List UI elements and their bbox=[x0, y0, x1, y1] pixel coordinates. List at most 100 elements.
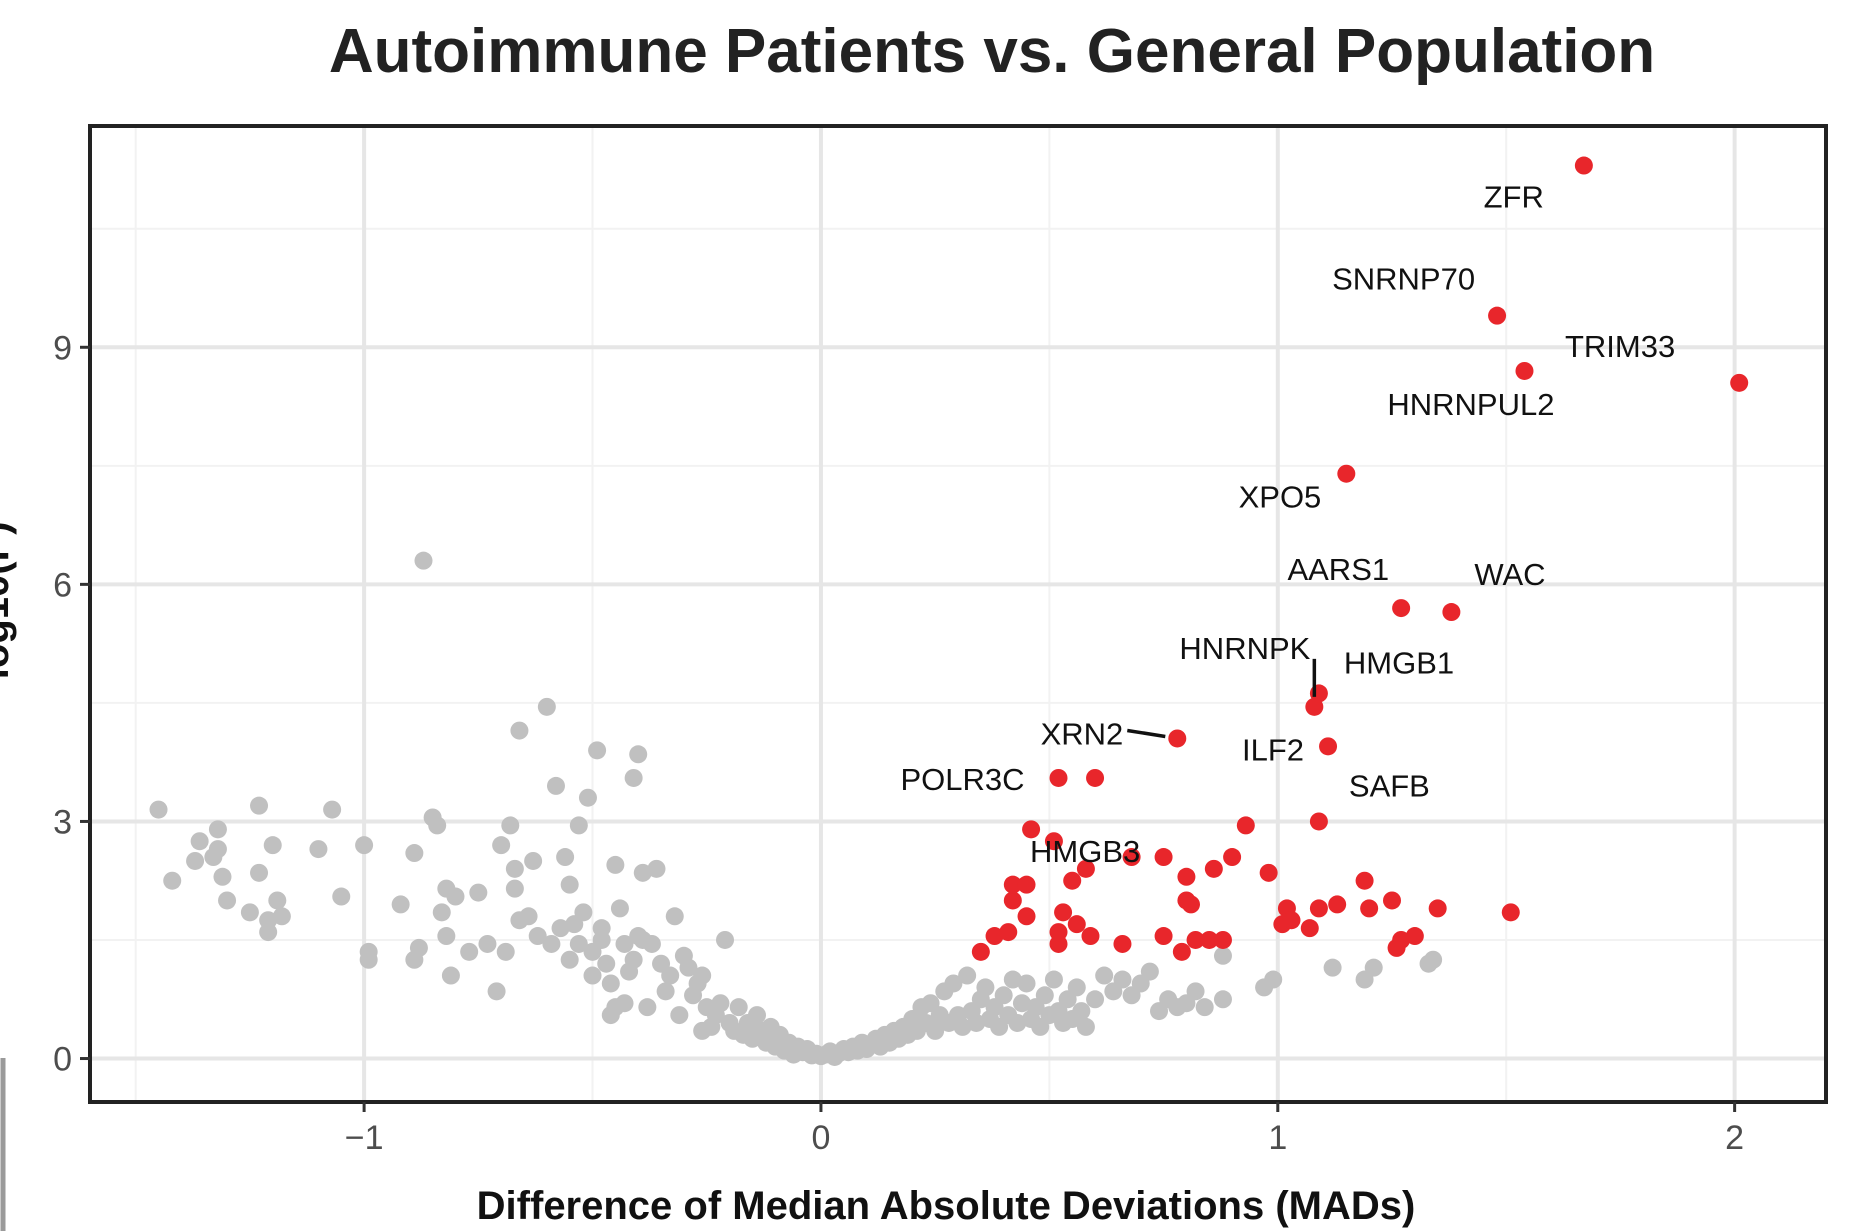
data-point-significant bbox=[1044, 832, 1063, 851]
gene-label: XRN2 bbox=[1041, 716, 1124, 751]
data-point-nonsignificant bbox=[638, 998, 657, 1017]
data-point-nonsignificant bbox=[149, 800, 168, 819]
data-point-nonsignificant bbox=[926, 1021, 945, 1040]
gene-label: HMGB3 bbox=[1030, 834, 1140, 869]
data-point-nonsignificant bbox=[359, 950, 378, 969]
data-point-nonsignificant bbox=[633, 863, 652, 882]
data-point-significant bbox=[1259, 863, 1278, 882]
data-point-nonsignificant bbox=[1017, 974, 1036, 993]
data-point-nonsignificant bbox=[391, 895, 410, 914]
data-point-nonsignificant bbox=[560, 875, 579, 894]
data-point-nonsignificant bbox=[1067, 978, 1086, 997]
gene-label: SNRNP70 bbox=[1332, 262, 1475, 297]
data-point-nonsignificant bbox=[478, 934, 497, 953]
data-point-nonsignificant bbox=[661, 966, 680, 985]
data-point-nonsignificant bbox=[958, 966, 977, 985]
data-point-labeled bbox=[1337, 464, 1356, 483]
data-point-labeled bbox=[1515, 361, 1534, 380]
data-point-nonsignificant bbox=[250, 796, 269, 815]
data-point-nonsignificant bbox=[716, 930, 735, 949]
gene-label: HNRNPUL2 bbox=[1387, 387, 1554, 422]
data-point-nonsignificant bbox=[679, 958, 698, 977]
data-point-nonsignificant bbox=[976, 978, 995, 997]
data-point-significant bbox=[1081, 927, 1100, 946]
data-point-nonsignificant bbox=[578, 788, 597, 807]
data-point-labeled bbox=[1049, 768, 1068, 787]
data-point-significant bbox=[1186, 930, 1205, 949]
data-point-nonsignificant bbox=[601, 974, 620, 993]
data-point-nonsignificant bbox=[537, 697, 556, 716]
gene-label: WAC bbox=[1474, 557, 1545, 592]
data-point-nonsignificant bbox=[1323, 958, 1342, 977]
data-point-nonsignificant bbox=[1140, 962, 1159, 981]
data-point-labeled bbox=[1488, 306, 1507, 325]
data-point-nonsignificant bbox=[953, 1017, 972, 1036]
data-point-nonsignificant bbox=[556, 848, 575, 867]
gene-label: POLR3C bbox=[900, 762, 1024, 797]
data-point-nonsignificant bbox=[1003, 970, 1022, 989]
data-point-significant bbox=[1154, 927, 1173, 946]
data-point-nonsignificant bbox=[1424, 950, 1443, 969]
data-point-significant bbox=[1122, 848, 1141, 867]
data-point-nonsignificant bbox=[250, 863, 269, 882]
gene-label: HMGB1 bbox=[1344, 645, 1454, 680]
gene-labels: ZFR SNRNP70 HNRNPUL2 TRIM33 XPO5 AARS1 WAC HNRN… bbox=[900, 180, 1675, 869]
data-point-nonsignificant bbox=[208, 820, 227, 839]
data-point-nonsignificant bbox=[546, 776, 565, 795]
data-point-significant bbox=[1383, 891, 1401, 910]
data-point-significant bbox=[1300, 919, 1319, 938]
data-point-labeled bbox=[1574, 156, 1593, 175]
data-point-significant bbox=[999, 923, 1018, 942]
data-point-nonsignificant bbox=[1086, 990, 1105, 1009]
data-point-significant bbox=[971, 942, 990, 961]
data-point-nonsignificant bbox=[190, 832, 209, 851]
data-point-nonsignificant bbox=[496, 942, 515, 961]
data-point-nonsignificant bbox=[1012, 994, 1031, 1013]
data-point-nonsignificant bbox=[272, 907, 291, 926]
data-point-nonsignificant bbox=[1213, 990, 1232, 1009]
data-point-significant bbox=[1063, 871, 1082, 890]
y-tick-label: 6 bbox=[53, 566, 72, 604]
data-point-nonsignificant bbox=[446, 887, 465, 906]
data-point-labeled bbox=[1392, 599, 1411, 618]
gene-label: XPO5 bbox=[1239, 480, 1322, 515]
data-point-labeled bbox=[1309, 812, 1328, 831]
data-point-nonsignificant bbox=[528, 927, 547, 946]
data-point-nonsignificant bbox=[213, 867, 232, 886]
data-point-significant bbox=[1282, 911, 1301, 930]
data-point-nonsignificant bbox=[487, 982, 506, 1001]
data-point-nonsignificant bbox=[693, 966, 712, 985]
data-point-nonsignificant bbox=[624, 950, 643, 969]
data-point-significant bbox=[1428, 899, 1447, 918]
data-point-nonsignificant bbox=[1113, 970, 1132, 989]
x-tick-label: 2 bbox=[1725, 1119, 1744, 1157]
data-point-significant bbox=[1067, 915, 1086, 934]
data-point-significant bbox=[1017, 907, 1036, 926]
gene-label: SAFB bbox=[1349, 768, 1430, 803]
gene-label: AARS1 bbox=[1287, 552, 1389, 587]
data-point-nonsignificant bbox=[1186, 982, 1205, 1001]
data-point-nonsignificant bbox=[642, 934, 661, 953]
data-point-significant bbox=[1003, 891, 1022, 910]
data-point-nonsignificant bbox=[510, 721, 529, 740]
data-point-significant bbox=[1113, 934, 1132, 953]
data-point-significant bbox=[1003, 875, 1022, 894]
x-axis-title: Difference of Median Absolute Deviations… bbox=[477, 1184, 1416, 1228]
data-point-significant bbox=[1177, 867, 1196, 886]
significant-points bbox=[971, 156, 1749, 961]
data-point-nonsignificant bbox=[569, 816, 588, 835]
data-point-nonsignificant bbox=[218, 891, 237, 910]
grid bbox=[90, 126, 1826, 1102]
data-point-significant bbox=[1355, 871, 1374, 890]
data-point-nonsignificant bbox=[610, 899, 629, 918]
data-point-nonsignificant bbox=[729, 998, 748, 1017]
data-point-significant bbox=[1501, 903, 1520, 922]
data-point-nonsignificant bbox=[208, 840, 227, 859]
data-point-nonsignificant bbox=[670, 1006, 689, 1025]
data-point-nonsignificant bbox=[501, 816, 520, 835]
data-point-nonsignificant bbox=[944, 974, 963, 993]
data-point-labeled bbox=[1730, 373, 1749, 392]
data-point-nonsignificant bbox=[432, 903, 451, 922]
data-point-nonsignificant bbox=[1195, 998, 1214, 1017]
